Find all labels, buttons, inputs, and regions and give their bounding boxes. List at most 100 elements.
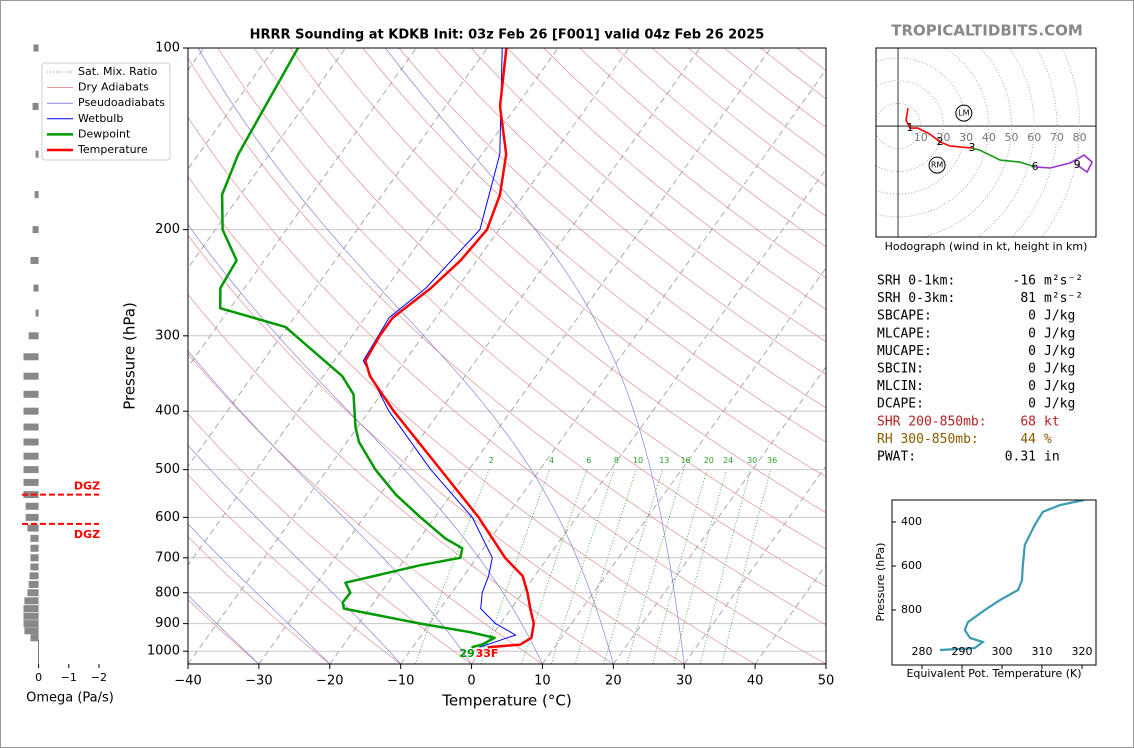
dry-adiabat — [507, 48, 826, 310]
hodo-trace — [905, 107, 973, 149]
pseudoadiabat — [188, 523, 331, 664]
omega-bar — [29, 572, 39, 580]
hodo-ring-label: 60 — [1027, 131, 1041, 144]
theta-tick-label: 310 — [1032, 645, 1053, 658]
omega-bar — [30, 634, 39, 642]
theta-e-line — [939, 500, 1085, 652]
hodo-ring-label: 30 — [959, 131, 973, 144]
watermark: TROPICALTIDBITS.COM — [891, 22, 1083, 40]
stat-unit: kt — [1044, 414, 1060, 429]
x-tick-label: −40 — [174, 674, 201, 689]
mixing-ratio-label: 13 — [659, 456, 669, 465]
dry-adiabat — [434, 48, 826, 375]
theta-y-tick-label: 400 — [901, 515, 922, 528]
dry-adiabat — [188, 116, 826, 664]
hodo-ring — [976, 48, 1035, 237]
y-tick-label: 200 — [155, 222, 180, 237]
omega-bar — [23, 353, 39, 361]
hodo-trace — [971, 147, 1036, 168]
omega-bar — [27, 524, 39, 532]
omega-bar — [27, 589, 39, 597]
y-tick-label: 100 — [155, 41, 180, 56]
omega-bar — [23, 612, 39, 620]
hodo-ring-label: 10 — [914, 131, 928, 144]
stat-label: SRH 0-3km: — [877, 291, 955, 306]
hodo-ring — [876, 48, 990, 218]
theta-tick-label: 280 — [912, 645, 933, 658]
mixing-ratio-label: 20 — [704, 456, 714, 465]
stat-unit: J/kg — [1044, 309, 1075, 324]
omega-bar — [34, 191, 39, 199]
omega-bar — [23, 466, 39, 474]
x-tick-label: 10 — [534, 674, 551, 689]
dry-adiabat — [188, 293, 614, 664]
isotherm — [329, 48, 772, 664]
mixing-ratio-label: 16 — [680, 456, 690, 465]
legend-label: Sat. Mix. Ratio — [78, 65, 158, 78]
profile-line — [362, 48, 517, 648]
pseudoadiabat — [385, 48, 685, 664]
hodograph-frame — [875, 47, 1097, 238]
stat-unit: J/kg — [1044, 344, 1075, 359]
stat-value: 0 — [1028, 379, 1036, 394]
mixing-ratio-label: 36 — [767, 456, 777, 465]
stat-value: 0 — [1028, 344, 1036, 359]
hodo-height-label: 9 — [1074, 158, 1081, 171]
stat-unit: J/kg — [1044, 379, 1075, 394]
dry-adiabat — [188, 175, 756, 664]
hodo-height-label: 3 — [969, 141, 976, 154]
stat-label: SHR 200-850mb: — [877, 414, 987, 429]
omega-tick-label: −2 — [91, 671, 107, 684]
legend-label: Wetbulb — [78, 112, 123, 125]
legend-label: Dry Adiabats — [78, 81, 149, 94]
x-tick-label: −30 — [245, 674, 272, 689]
isotherm — [188, 48, 276, 170]
stat-unit: J/kg — [1044, 397, 1075, 412]
omega-bar — [25, 502, 39, 510]
mixing-ratio-line — [414, 469, 490, 664]
stat-unit: m²s⁻² — [1044, 274, 1083, 289]
stat-value: 68 — [1020, 414, 1036, 429]
pseudoadiabat — [188, 594, 260, 664]
omega-bar — [33, 44, 39, 52]
hodo-ring-label: 50 — [1005, 131, 1019, 144]
hodo-height-label: 1 — [907, 121, 914, 134]
x-tick-label: 40 — [747, 674, 764, 689]
omega-tick-label: 0 — [35, 671, 42, 684]
omega-bar — [23, 423, 39, 431]
mixing-ratio-line — [480, 469, 550, 664]
theta-e-frame — [891, 499, 1097, 666]
theta-e-plot — [939, 500, 1085, 652]
omega-bar — [28, 332, 39, 340]
mixing-ratio-line — [626, 469, 685, 664]
dgz-label: DGZ — [74, 480, 100, 493]
plot-frame — [187, 47, 827, 665]
stat-label: MLCIN: — [877, 379, 924, 394]
theta-y-tick-label: 600 — [901, 559, 922, 572]
dry-adiabat — [188, 599, 260, 664]
omega-bar — [30, 563, 39, 571]
dry-adiabat — [290, 48, 826, 514]
dry-adiabat — [326, 48, 826, 478]
isotherm — [188, 48, 417, 368]
theta-tick-label: 290 — [952, 645, 973, 658]
isotherm — [400, 69, 826, 664]
hodo-trace — [1035, 154, 1094, 174]
isotherm — [188, 48, 346, 269]
chart-title: HRRR Sounding at KDKB Init: 03z Feb 26 [… — [250, 28, 765, 43]
y-tick-label: 400 — [155, 404, 180, 419]
isotherm — [258, 48, 701, 664]
x-tick-label: 50 — [818, 674, 835, 689]
omega-bar — [23, 438, 39, 446]
omega-bar — [23, 620, 39, 628]
y-tick-label: 1000 — [147, 644, 180, 659]
omega-bar — [24, 597, 39, 605]
stat-unit: J/kg — [1044, 362, 1075, 377]
stat-label: PWAT: — [877, 450, 916, 465]
hodo-height-label: 6 — [1032, 160, 1039, 173]
omega-bar — [23, 372, 39, 380]
dry-adiabat — [188, 353, 543, 664]
x-tick-label: −10 — [387, 674, 414, 689]
stat-unit: J/kg — [1044, 326, 1075, 341]
